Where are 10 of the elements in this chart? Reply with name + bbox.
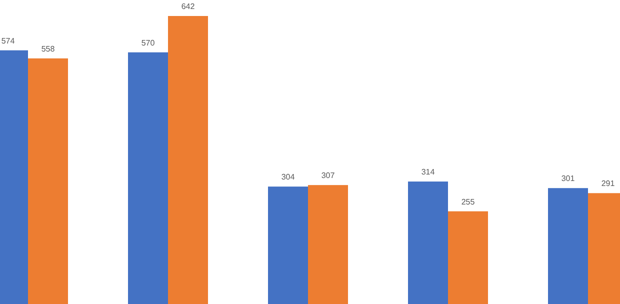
- data-label: 301: [561, 174, 576, 184]
- data-label: 642: [181, 2, 196, 11]
- data-label: 558: [41, 44, 56, 54]
- data-label: 255: [461, 197, 476, 206]
- data-label: 307: [321, 171, 336, 180]
- data-label: 304: [281, 172, 296, 182]
- data-label: 574: [1, 36, 16, 46]
- data-label: 314: [421, 168, 436, 177]
- data-label: 570: [141, 38, 156, 48]
- data-label: 291: [601, 179, 616, 188]
